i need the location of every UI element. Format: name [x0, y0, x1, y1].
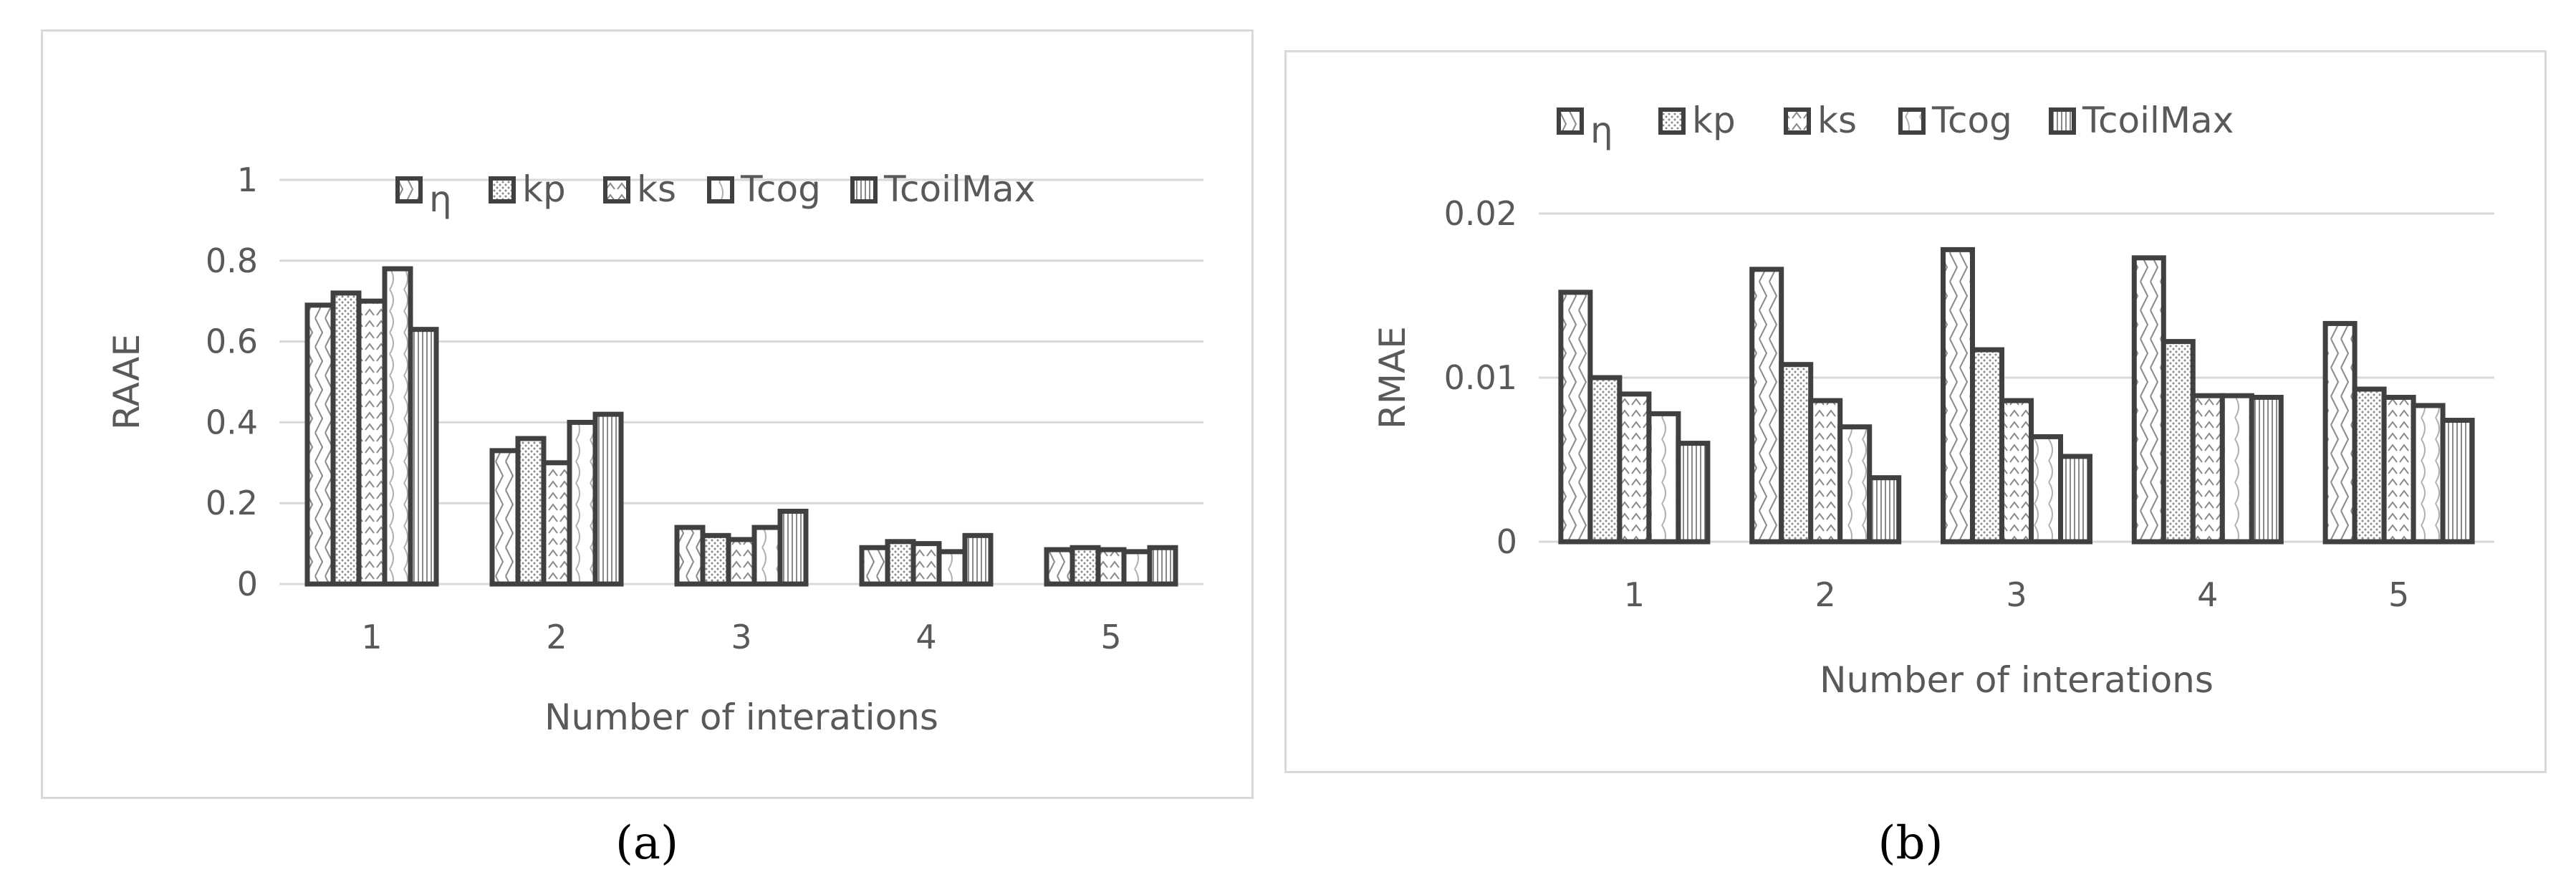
- x-tick-label: 3: [2006, 575, 2027, 614]
- bar: [962, 532, 994, 587]
- legend-swatch: [603, 176, 630, 204]
- legend-label: η: [1590, 110, 1613, 151]
- legend-label: kp: [1692, 100, 1736, 141]
- caption-b: (b): [1878, 817, 1943, 870]
- bar: [2352, 386, 2387, 545]
- bar: [1558, 289, 1593, 545]
- y-tick-label: 1: [237, 161, 258, 199]
- bar: [2411, 403, 2446, 545]
- y-tick-label: 0.2: [206, 484, 258, 522]
- bar: [567, 419, 598, 587]
- legend-swatch: [1898, 107, 1926, 135]
- bar: [674, 525, 706, 587]
- bar: [885, 539, 916, 587]
- bar: [1999, 398, 2034, 545]
- bar: [541, 460, 572, 587]
- y-tick-label: 0.8: [206, 241, 258, 280]
- bar: [2219, 393, 2254, 545]
- x-tick-label: 2: [546, 618, 567, 656]
- bar: [489, 448, 521, 587]
- bar: [1749, 267, 1784, 545]
- legend-label: η: [429, 178, 452, 220]
- bar: [330, 290, 362, 587]
- legend-swatch: [707, 176, 734, 204]
- x-tick-label: 2: [1815, 575, 1836, 614]
- bar: [1970, 347, 2004, 545]
- x-tick-label: 4: [2197, 575, 2218, 614]
- legend-swatch: [395, 176, 423, 204]
- bar: [910, 541, 942, 587]
- x-tick-label: 5: [2388, 575, 2409, 614]
- legend-swatch: [1658, 107, 1686, 135]
- x-tick-label: 1: [1624, 575, 1645, 614]
- y-axis-title: RAAE: [106, 334, 148, 430]
- bar: [1121, 549, 1153, 587]
- bar: [592, 411, 624, 587]
- legend-label: Tcog: [740, 168, 821, 210]
- chart-a-svg: 0 0.2 0.4 0.6 0.8 1 1 2 3 4 5 Number of interations…: [106, 161, 1203, 738]
- x-tick-label: 5: [1100, 618, 1121, 656]
- bar: [2190, 393, 2225, 545]
- legend-swatch: [850, 176, 878, 204]
- bar: [751, 525, 783, 587]
- bar: [2058, 454, 2092, 545]
- bar: [1867, 475, 1902, 545]
- bar: [726, 537, 757, 587]
- x-tick-label: 3: [731, 618, 751, 656]
- x-axis-title: Number of interations: [1820, 659, 2214, 701]
- legend-label: Tcog: [1931, 100, 2012, 141]
- bar: [1837, 424, 1873, 545]
- bar: [382, 266, 413, 587]
- bar: [2322, 320, 2358, 545]
- legend-swatch: [489, 176, 516, 204]
- x-tick-label: 4: [915, 618, 936, 656]
- y-axis-title: RMAE: [1372, 326, 1413, 429]
- y-tick-label: 0.02: [1444, 194, 1517, 233]
- bar: [1617, 391, 1652, 545]
- legend-swatch: [1557, 107, 1584, 135]
- legend-label: kp: [522, 168, 566, 210]
- bar: [304, 302, 336, 587]
- bar: [1676, 441, 1711, 545]
- bar: [2249, 394, 2284, 545]
- chart-panel-b: 0 0.01 0.02 1 2 3 4 5 Number of interations RMAE η…: [1284, 50, 2547, 773]
- bar: [777, 508, 809, 587]
- bar: [356, 298, 388, 587]
- bar: [1070, 545, 1101, 587]
- bar: [2029, 434, 2063, 545]
- bar: [859, 545, 890, 587]
- caption-a: (a): [615, 817, 679, 870]
- legend-swatch: [2049, 107, 2076, 135]
- bar: [2161, 339, 2196, 545]
- legend-label: TcoilMax: [2082, 100, 2234, 141]
- bar: [1587, 375, 1623, 545]
- bar: [1808, 398, 1843, 545]
- bar: [515, 436, 547, 587]
- bar: [1779, 362, 1814, 545]
- x-tick-label: 1: [361, 618, 382, 656]
- bar: [1646, 411, 1681, 545]
- y-tick-label: 0.6: [206, 322, 258, 361]
- bar: [2440, 418, 2475, 545]
- bar: [2131, 255, 2166, 545]
- x-axis-title: Number of interations: [544, 697, 938, 738]
- bar: [1147, 545, 1178, 587]
- bar: [700, 532, 731, 587]
- legend-swatch: [1784, 107, 1811, 135]
- y-tick-label: 0: [1496, 522, 1517, 561]
- y-tick-label: 0.4: [206, 403, 258, 441]
- bar: [2381, 394, 2416, 545]
- chart-b-svg: 0 0.01 0.02 1 2 3 4 5 Number of interations RMAE η…: [1372, 100, 2494, 701]
- y-tick-label: 0.01: [1444, 358, 1517, 397]
- y-tick-label: 0: [237, 565, 258, 603]
- bar: [408, 327, 439, 587]
- bar: [936, 549, 968, 587]
- legend-label: TcoilMax: [883, 168, 1035, 210]
- chart-panel-a: 0 0.2 0.4 0.6 0.8 1 1 2 3 4 5 Number of interations…: [41, 29, 1254, 799]
- bar: [1941, 247, 1975, 545]
- bar: [1044, 547, 1075, 587]
- legend-label: ks: [637, 168, 676, 210]
- legend-label: ks: [1817, 100, 1857, 141]
- bar: [1095, 547, 1127, 587]
